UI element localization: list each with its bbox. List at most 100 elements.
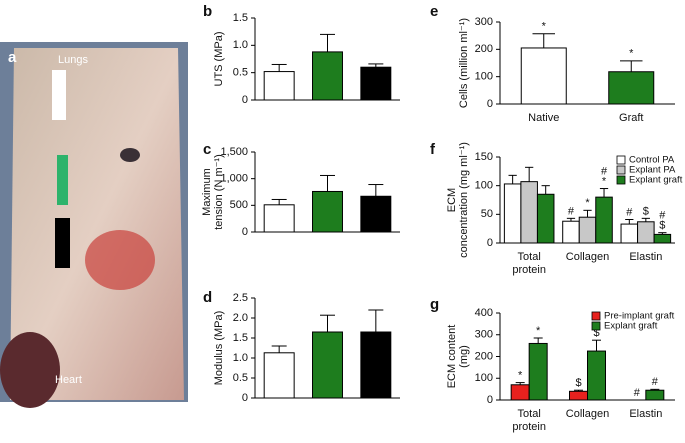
annotation: # — [659, 210, 666, 222]
panel-label: c — [203, 141, 211, 158]
y-tick-label: 1.5 — [233, 12, 248, 24]
annotation: $ — [643, 205, 649, 217]
annotation: # — [626, 206, 633, 218]
y-tick-label: 1,000 — [220, 173, 248, 185]
x-tick-label: Total protein — [512, 408, 546, 433]
bar — [312, 331, 343, 399]
error-bar — [525, 166, 534, 182]
bar — [263, 352, 295, 399]
photo-text: Lungs — [58, 54, 88, 66]
bar — [263, 204, 295, 233]
photo: a Lungs Heart — [0, 42, 188, 408]
x-tick-label: Native — [528, 112, 559, 124]
panel-label: b — [203, 3, 212, 20]
annotation: $ — [659, 220, 665, 232]
y-tick-label: 200 — [475, 350, 493, 362]
error-bar — [541, 185, 550, 195]
y-tick-label: 100 — [475, 71, 493, 83]
annotation: # — [634, 387, 641, 399]
y-tick-label: 50 — [481, 208, 493, 220]
y-tick-label: 0 — [242, 94, 248, 106]
legend-swatch — [616, 175, 626, 185]
annotation: * — [518, 370, 523, 382]
y-tick-label: 2.0 — [233, 312, 248, 324]
panel-label: f — [430, 141, 436, 158]
y-axis-label: Maximum — [201, 168, 213, 216]
error-bar — [658, 232, 667, 235]
y-axis-label: Modulus (MPa) — [213, 311, 225, 386]
error-bar — [650, 388, 660, 391]
y-axis-label: tension (N m⁻¹) — [213, 154, 225, 230]
y-axis-label: concentration (mg ml⁻¹) — [458, 142, 470, 258]
error-bar — [599, 188, 609, 198]
label-line: protein — [512, 421, 546, 433]
y-tick-label: 1.0 — [233, 352, 248, 364]
annotation: * — [602, 175, 607, 187]
bar — [536, 193, 555, 244]
bar — [528, 342, 548, 401]
bar — [312, 190, 343, 233]
y-tick-label: 0 — [242, 392, 248, 404]
error-bar — [515, 382, 525, 385]
bar — [608, 71, 655, 105]
y-tick-label: 100 — [475, 180, 493, 192]
error-bar — [368, 63, 384, 68]
legend-label: Explant PA — [629, 165, 676, 176]
bar — [360, 331, 392, 399]
annotation: * — [536, 325, 541, 337]
bar — [637, 221, 655, 244]
x-tick-label: Graft — [619, 112, 643, 124]
bar — [520, 181, 538, 244]
x-tick-label: Elastin — [629, 408, 662, 420]
panel-label: g — [430, 296, 439, 313]
y-tick-label: 0 — [487, 98, 493, 110]
legend-swatch — [591, 311, 601, 321]
legend-label: Control PA — [629, 155, 675, 166]
label-line: Total — [518, 408, 541, 420]
y-tick-label: 300 — [475, 16, 493, 28]
y-tick-label: 0 — [487, 237, 493, 249]
error-bar — [271, 198, 287, 205]
error-bar — [625, 218, 634, 225]
error-bar — [320, 314, 335, 332]
error-bar — [271, 63, 287, 72]
bar — [360, 66, 392, 101]
error-bar — [320, 174, 335, 192]
y-tick-label: 1,500 — [220, 146, 248, 158]
annotation: $ — [593, 327, 599, 339]
bar — [569, 390, 588, 401]
photo-text: Heart — [55, 374, 82, 386]
label-line: Total — [518, 251, 541, 263]
bar — [510, 384, 530, 401]
y-axis-label: UTS (MPa) — [213, 32, 225, 87]
legend-swatch — [616, 165, 626, 175]
label-line: protein — [512, 264, 546, 276]
error-bar — [574, 389, 583, 392]
y-axis-label: (mg) — [458, 345, 470, 368]
bar — [562, 220, 580, 244]
y-tick-label: 1.0 — [233, 39, 248, 51]
legend-swatch — [616, 155, 626, 165]
y-tick-label: 150 — [475, 151, 493, 163]
legend-label: Explant graft — [629, 175, 683, 186]
error-bar — [368, 309, 384, 332]
blood-stain — [85, 230, 155, 290]
error-bar — [508, 174, 517, 184]
bar — [520, 47, 567, 105]
bar — [360, 195, 392, 233]
error-bar — [620, 60, 643, 72]
y-axis-label: ECM content — [446, 325, 458, 389]
bar — [645, 389, 665, 401]
y-tick-label: 0.5 — [233, 372, 248, 384]
x-tick-label: Total protein — [512, 251, 546, 276]
panel-label: d — [203, 289, 212, 306]
black-marker — [55, 218, 70, 268]
error-bar — [320, 33, 335, 52]
error-bar — [566, 217, 576, 222]
bar — [587, 350, 606, 401]
x-tick-label: Elastin — [629, 251, 662, 263]
bar — [312, 51, 343, 101]
annotation: # — [652, 376, 659, 388]
annotation: * — [629, 48, 634, 60]
y-tick-label: 200 — [475, 43, 493, 55]
